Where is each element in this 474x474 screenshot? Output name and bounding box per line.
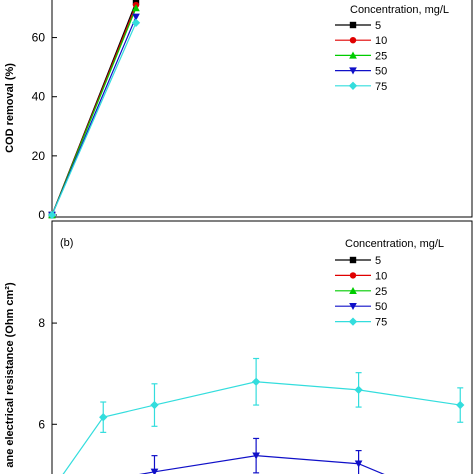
legend-item-50: 50 <box>335 66 387 78</box>
panel-b-ylabel: ane electrical resistance (Ohm cm²) <box>4 282 16 468</box>
legend-label: 5 <box>375 20 381 32</box>
legend-marker <box>348 317 358 326</box>
series-line <box>62 381 461 474</box>
legend-marker <box>349 21 357 29</box>
legend-marker <box>349 37 357 44</box>
y-tick-label: 6 <box>38 417 45 431</box>
panel-a-legend-title: Concentration, mg/L <box>350 4 449 16</box>
data-point <box>456 400 465 410</box>
panel-a-frame <box>51 0 473 218</box>
series-50 <box>138 437 385 474</box>
legend-label: 10 <box>375 35 387 47</box>
y-tick-label: 40 <box>32 90 46 104</box>
panel-b-legend-title: Concentration, mg/L <box>345 238 444 250</box>
data-point <box>132 4 140 12</box>
data-point <box>132 13 140 21</box>
data-point <box>354 385 363 395</box>
legend-marker <box>349 272 357 279</box>
series-line <box>138 455 385 474</box>
legend-marker <box>348 81 358 90</box>
series-line <box>51 22 137 216</box>
legend-item-25: 25 <box>335 286 387 298</box>
legend-label: 75 <box>375 81 387 93</box>
legend-label: 75 <box>375 317 387 329</box>
data-point <box>354 460 363 468</box>
y-tick-label: 60 <box>32 31 46 45</box>
y-tick-label: 8 <box>38 316 45 330</box>
legend-label: 25 <box>375 286 387 298</box>
panel-b: (b) ane electrical resistance (Ohm cm²) … <box>4 220 473 474</box>
legend-item-10: 10 <box>335 35 387 47</box>
panel-a: COD removal (%) 0 20 40 60 Concentration, m… <box>4 0 473 222</box>
legend-label: 25 <box>375 50 387 62</box>
legend-label: 50 <box>375 301 387 313</box>
legend-marker <box>349 67 357 75</box>
data-point <box>99 413 108 422</box>
panel-b-frame <box>51 220 473 474</box>
data-point <box>150 468 159 474</box>
data-point <box>150 400 159 410</box>
panel-a-ylabel: COD removal (%) <box>4 63 16 153</box>
legend-marker <box>349 286 357 294</box>
legend-label: 10 <box>375 270 387 282</box>
legend-item-50: 50 <box>335 301 387 313</box>
legend-marker <box>349 256 357 264</box>
series-75 <box>62 357 465 474</box>
legend-item-75: 75 <box>335 317 387 329</box>
data-point <box>251 377 261 386</box>
y-tick-label: 0 <box>38 208 45 222</box>
y-tick-label: 20 <box>32 149 46 163</box>
legend-item-5: 5 <box>335 20 381 32</box>
data-point <box>131 18 141 27</box>
data-point <box>47 210 57 220</box>
legend-marker <box>349 51 357 59</box>
legend-item-75: 75 <box>335 81 387 93</box>
legend-item-10: 10 <box>335 270 387 282</box>
panel-b-label: (b) <box>60 237 73 249</box>
legend-item-5: 5 <box>335 255 381 267</box>
legend-label: 50 <box>375 66 387 78</box>
legend-label: 5 <box>375 255 381 267</box>
legend-item-25: 25 <box>335 50 387 62</box>
series-25 <box>48 4 140 219</box>
series-75 <box>47 18 141 220</box>
legend-marker <box>349 303 357 311</box>
data-point <box>252 452 260 460</box>
